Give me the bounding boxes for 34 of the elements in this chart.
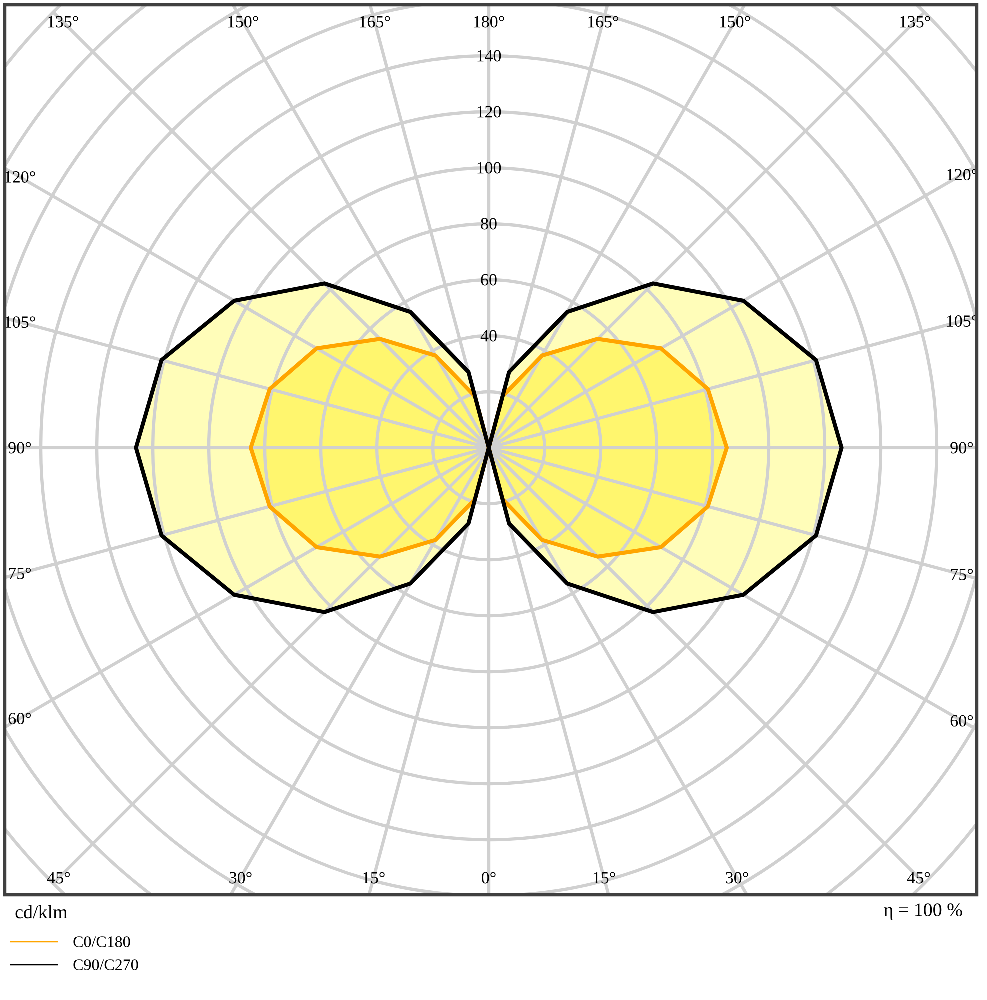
y-tick-label: 40 (480, 330, 497, 342)
y-tick-label: 80 (481, 218, 497, 230)
y-tick-label: 120 (478, 106, 502, 118)
spoke-label: 135° (48, 16, 78, 28)
spoke-label: 165° (360, 16, 390, 28)
spoke-label: 60° (8, 713, 32, 724)
y-tick-label: 140 (478, 50, 502, 62)
text: η = 100 % (884, 904, 962, 920)
spoke-label: 105° (5, 316, 36, 328)
spoke-label: 15° (363, 872, 385, 884)
spoke-label: 120° (5, 171, 36, 183)
spoke-label: 90° (8, 442, 32, 454)
spoke-label: 150° (228, 16, 258, 28)
y-tick-label: 100 (478, 162, 502, 174)
spoke-label: 90° (950, 442, 974, 454)
spoke-label: 30° (230, 872, 252, 884)
spoke-label: 30° (726, 872, 748, 884)
spoke-label: 0° (482, 872, 496, 884)
spoke-label: 15° (594, 872, 616, 884)
spoke-label: 180° (474, 16, 504, 28)
legend-label: C0/C180 (74, 936, 130, 948)
spoke-label: 150° (720, 16, 750, 28)
spoke-label: 135° (900, 16, 930, 28)
text: cd/klm (16, 905, 68, 919)
spoke-label: 45° (47, 872, 70, 884)
spoke-label: 75° (951, 569, 974, 580)
y-tick-label: 60 (481, 274, 497, 286)
spoke-label: 120° (947, 169, 978, 181)
spoke-label: 165° (588, 16, 618, 28)
spoke-label: 105° (947, 316, 978, 327)
spoke-label: 60° (950, 715, 974, 727)
spoke-label: 45° (907, 872, 930, 884)
legend-label: C90/C270 (74, 960, 138, 970)
spoke-label: 75° (9, 568, 32, 580)
